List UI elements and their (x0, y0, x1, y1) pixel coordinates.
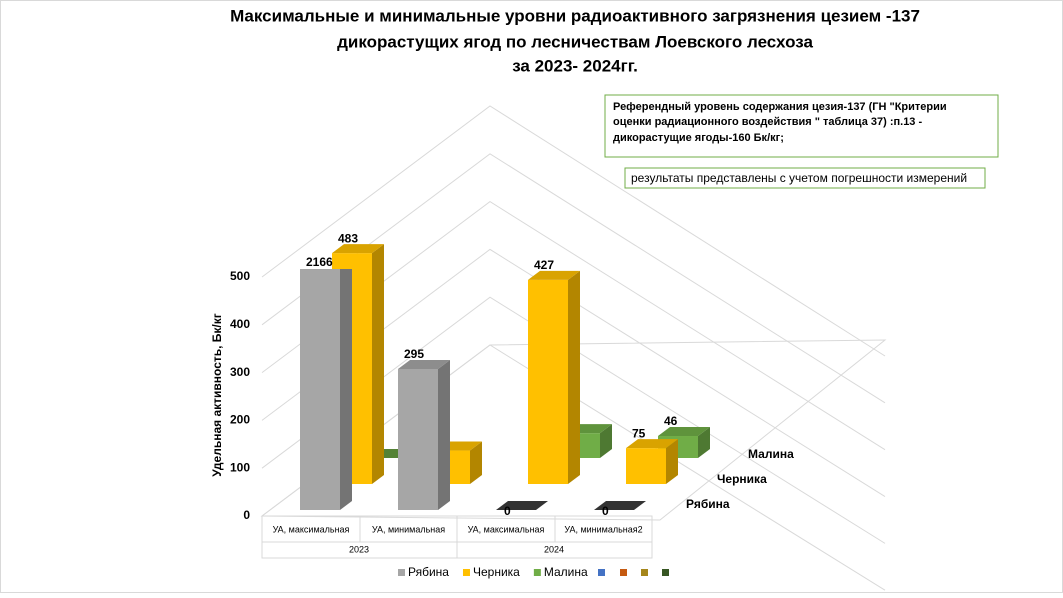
data-label: 483 (338, 231, 358, 245)
x-tick-label: УА, максимальная (468, 524, 545, 534)
y-tick-label: 200 (230, 413, 250, 427)
y-axis-label: Удельная активность, Бк/кг (210, 313, 224, 477)
legend-label: Малина (544, 565, 588, 579)
bar-top (398, 359, 450, 369)
data-label: 427 (534, 258, 554, 272)
depth-label: Рябина (686, 497, 730, 511)
bar (626, 439, 678, 484)
bar-side (568, 270, 580, 484)
legend-extra (598, 569, 669, 576)
y-tick-label: 300 (230, 365, 250, 379)
x-tick-label: УА, минимальная2 (564, 524, 642, 534)
x-tick-label: УА, максимальная (273, 524, 350, 534)
bar (300, 269, 352, 510)
bar-top (496, 501, 548, 510)
annotation-box (624, 167, 986, 189)
bar-top (332, 244, 384, 254)
chart-title: дикорастущих ягод по лесничествам Лоевск… (337, 32, 813, 51)
x-tick-label: УА, минимальная (372, 524, 445, 534)
depth-label: Малина (748, 447, 794, 461)
data-label: 0 (602, 504, 609, 518)
grid-line (261, 105, 886, 357)
chart-title: Максимальные и минимальные уровни радиоа… (230, 6, 920, 25)
legend-swatch (398, 569, 405, 576)
bar-front (300, 269, 340, 510)
bar (594, 501, 646, 510)
bar-side (372, 244, 384, 484)
bar-top (528, 270, 580, 280)
annotation: дикорастущие ягоды-160 Бк/кг; (613, 132, 784, 144)
bar-top (658, 427, 710, 437)
y-tick-label: 0 (243, 508, 250, 522)
bar (398, 359, 450, 510)
y-tick-label: 100 (230, 460, 250, 474)
data-label: 295 (404, 347, 424, 361)
bar-side (698, 427, 710, 458)
annotation: оценки радиационного воздействия " табли… (613, 116, 922, 128)
bar-side (666, 439, 678, 484)
bar-side (470, 441, 482, 484)
data-label: 2166 (306, 255, 333, 269)
chart-title: за 2023- 2024гг. (512, 56, 638, 75)
data-label: 0 (504, 504, 511, 518)
bar (496, 501, 548, 510)
category-table (261, 515, 653, 559)
y-tick-label: 400 (230, 317, 250, 331)
group-label: 2024 (544, 544, 564, 554)
legend-label: Рябина (408, 565, 449, 579)
y-tick-label: 500 (230, 269, 250, 283)
annotation-box (604, 94, 999, 158)
bar-side (438, 359, 450, 510)
bar-top (594, 501, 646, 510)
bar-top (626, 439, 678, 449)
bar-side (600, 424, 612, 458)
series (300, 269, 646, 510)
bar-front (398, 368, 438, 510)
bar-front (626, 448, 666, 484)
legend-swatch (533, 569, 541, 576)
annotation: Референдный уровень содержания цезия-137… (613, 101, 947, 113)
bar-side (340, 269, 352, 510)
group-label: 2023 (349, 544, 369, 554)
bar (528, 270, 580, 484)
legend-label: Черника (473, 565, 520, 579)
bar-front (528, 279, 568, 484)
data-label: 46 (664, 414, 678, 428)
annotation: результаты представлены с учетом погрешн… (631, 171, 967, 185)
data-label: 75 (632, 426, 646, 440)
depth-label: Черника (717, 472, 767, 486)
legend-swatch (462, 569, 470, 576)
